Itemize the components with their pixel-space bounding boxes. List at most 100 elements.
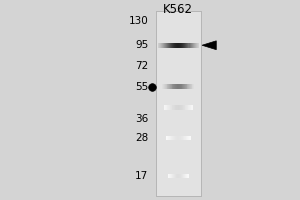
Bar bbox=[164, 84, 165, 89]
Bar bbox=[192, 84, 193, 89]
Polygon shape bbox=[202, 41, 216, 50]
Bar bbox=[168, 84, 169, 89]
Text: 17: 17 bbox=[135, 171, 148, 181]
Text: 72: 72 bbox=[135, 61, 148, 71]
Bar bbox=[169, 105, 171, 110]
Bar bbox=[186, 174, 187, 178]
Bar bbox=[170, 43, 171, 48]
Bar bbox=[186, 174, 187, 178]
Bar bbox=[181, 136, 182, 140]
Bar bbox=[182, 105, 183, 110]
Bar bbox=[160, 43, 161, 48]
Bar bbox=[167, 105, 168, 110]
Bar bbox=[180, 105, 181, 110]
Bar bbox=[165, 84, 166, 89]
Bar bbox=[179, 43, 181, 48]
Bar bbox=[172, 84, 173, 89]
Bar bbox=[185, 136, 186, 140]
Bar bbox=[172, 136, 173, 140]
Bar bbox=[171, 84, 172, 89]
Bar bbox=[188, 136, 189, 140]
Bar bbox=[183, 174, 184, 178]
Bar bbox=[180, 84, 181, 89]
Bar bbox=[167, 84, 168, 89]
Bar bbox=[174, 174, 175, 178]
Bar bbox=[169, 84, 170, 89]
Bar bbox=[177, 174, 178, 178]
Bar bbox=[187, 174, 188, 178]
Bar bbox=[188, 84, 189, 89]
Bar bbox=[187, 174, 188, 178]
Bar bbox=[167, 136, 168, 140]
Bar bbox=[192, 43, 193, 48]
Bar bbox=[186, 84, 187, 89]
Bar bbox=[168, 105, 169, 110]
Bar bbox=[177, 136, 178, 140]
Text: K562: K562 bbox=[163, 3, 193, 16]
Bar bbox=[171, 174, 172, 178]
Bar bbox=[175, 136, 176, 140]
Bar bbox=[181, 105, 182, 110]
Bar bbox=[188, 84, 189, 89]
Bar bbox=[175, 43, 176, 48]
Bar bbox=[165, 105, 166, 110]
Bar bbox=[159, 43, 160, 48]
Bar bbox=[158, 43, 159, 48]
Bar bbox=[190, 43, 191, 48]
Bar bbox=[173, 136, 174, 140]
Bar bbox=[172, 43, 173, 48]
Bar bbox=[169, 43, 170, 48]
Bar bbox=[180, 136, 181, 140]
Bar bbox=[197, 43, 198, 48]
Bar bbox=[173, 136, 174, 140]
Bar bbox=[163, 43, 164, 48]
Bar bbox=[171, 43, 172, 48]
Bar bbox=[179, 136, 180, 140]
Bar bbox=[187, 84, 188, 89]
Bar bbox=[183, 105, 184, 110]
Bar bbox=[179, 174, 180, 178]
Bar bbox=[167, 105, 168, 110]
Bar bbox=[185, 43, 187, 48]
Bar bbox=[190, 105, 192, 110]
Bar bbox=[162, 43, 163, 48]
Bar bbox=[174, 43, 176, 48]
Bar bbox=[168, 43, 169, 48]
Text: 55: 55 bbox=[135, 82, 148, 92]
Bar bbox=[174, 84, 175, 89]
Bar bbox=[185, 105, 187, 110]
Bar bbox=[178, 105, 179, 110]
Bar bbox=[173, 105, 174, 110]
Bar bbox=[165, 43, 166, 48]
Bar bbox=[180, 43, 181, 48]
Bar bbox=[189, 84, 190, 89]
Bar bbox=[176, 105, 177, 110]
Bar bbox=[187, 136, 188, 140]
Bar bbox=[182, 84, 183, 89]
Bar bbox=[183, 84, 184, 89]
Bar bbox=[180, 174, 181, 178]
Bar bbox=[188, 43, 189, 48]
Text: 36: 36 bbox=[135, 114, 148, 124]
Bar bbox=[195, 43, 196, 48]
Bar bbox=[176, 136, 177, 140]
Bar bbox=[164, 43, 165, 48]
Bar bbox=[171, 136, 172, 140]
Bar bbox=[191, 105, 192, 110]
Bar bbox=[174, 105, 175, 110]
Bar bbox=[178, 84, 179, 89]
Bar bbox=[198, 43, 199, 48]
Bar bbox=[181, 84, 182, 89]
Bar bbox=[187, 105, 188, 110]
Bar bbox=[169, 174, 170, 178]
Bar bbox=[175, 105, 176, 110]
Bar bbox=[171, 105, 172, 110]
Bar bbox=[166, 43, 167, 48]
Bar bbox=[189, 136, 190, 140]
Bar bbox=[177, 174, 178, 178]
Bar bbox=[184, 105, 185, 110]
Bar bbox=[164, 105, 165, 110]
Bar bbox=[176, 136, 177, 140]
Bar bbox=[168, 174, 169, 178]
Bar bbox=[163, 84, 164, 89]
